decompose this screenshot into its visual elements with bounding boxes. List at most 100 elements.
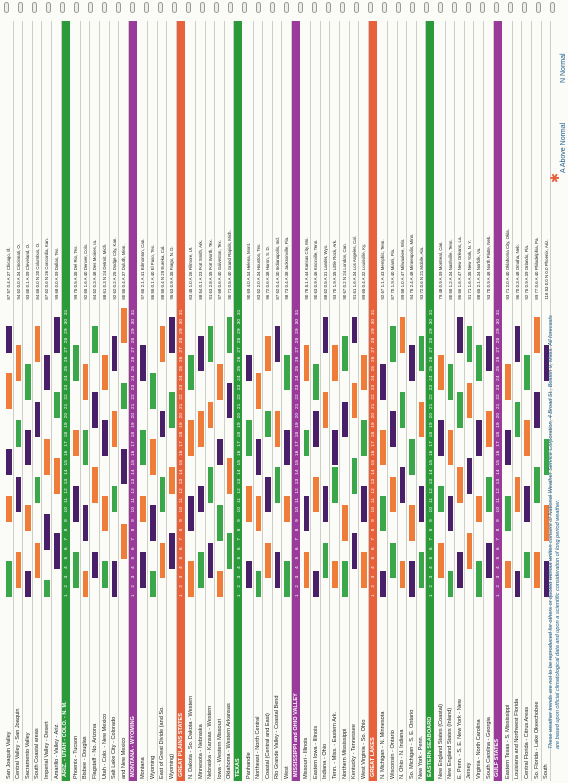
day-number: 24 [370, 375, 376, 381]
forecast-bar [274, 411, 281, 447]
forecast-bar [207, 542, 214, 579]
day-number: 20 [130, 412, 136, 419]
forecast-bar [303, 345, 310, 381]
day-number: 13 [178, 478, 184, 485]
day-number: 5 [130, 556, 136, 560]
forecast-bar [246, 354, 252, 381]
forecast-bar [284, 429, 290, 466]
day-number: 22 [178, 394, 184, 400]
forecast-bar [102, 354, 108, 391]
day-number: 31 [495, 309, 501, 315]
forecast-bar [284, 354, 290, 391]
day-number: 14 [63, 469, 69, 475]
day-number: 11 [130, 497, 136, 503]
forecast-bar [226, 458, 233, 494]
spiral-ring [172, 2, 177, 13]
day-number: 30 [495, 318, 501, 325]
stats-cell: 90 67 0.2 N 24 London, Can. [342, 243, 347, 300]
forecast-bar [159, 476, 166, 513]
day-number: 26 [63, 356, 69, 362]
day-number: 27 [495, 347, 501, 353]
day-number: 21 [63, 403, 69, 409]
day-number: 7 [370, 537, 376, 541]
row-label: So. Michigan - S. E. Ontario [408, 709, 415, 779]
forecast-bar [274, 552, 281, 588]
row-label: Oklahoma - Western Arkansas [226, 703, 233, 779]
row-divider [22, 21, 24, 781]
stats-cell: 91 61 1.6 A 34 Los Angeles, Cal. [351, 236, 357, 300]
spiral-ring [438, 2, 443, 13]
forecast-bar [351, 317, 358, 344]
row-label: Phoenix - Tucson [72, 735, 79, 779]
day-number: 19 [370, 422, 376, 428]
spiral-ring [32, 2, 37, 13]
spiral-ring [228, 2, 233, 13]
forecast-bar [111, 411, 118, 447]
spiral-ring [116, 2, 121, 13]
row-label: Northeast - North Central [255, 716, 262, 780]
forecast-bar [342, 335, 348, 372]
row-divider [271, 21, 273, 781]
forecast-bar [476, 345, 482, 381]
row-divider [147, 21, 148, 781]
row-label: Nebraska - Kansas - Western [207, 705, 214, 779]
forecast-bar [207, 326, 214, 362]
day-number: 24 [427, 375, 433, 381]
row-label: New York - Penn. [418, 735, 425, 779]
stats-cell: 90 69 4.0 A 34 Helena, Mont. [246, 242, 251, 300]
forecast-bar [351, 533, 358, 569]
day-number: 30 [427, 318, 433, 325]
forecast-bar [6, 495, 12, 522]
forecast-bar [54, 392, 60, 419]
row-divider [406, 21, 408, 781]
forecast-bar [25, 364, 31, 400]
stats-cell: 91 63 2.8 A 35 Fort Worth, Tex. [207, 239, 213, 300]
row-label: Wyoming) [168, 753, 175, 779]
spiral-ring [242, 2, 247, 13]
day-number: 28 [495, 337, 501, 344]
forecast-bar [332, 467, 338, 503]
day-number: 25 [235, 365, 241, 372]
forecast-bar [524, 552, 530, 579]
row-label: New England States (Inland) [447, 707, 454, 779]
legend-above: A Above Normal [560, 122, 567, 173]
forecast-bar [399, 317, 406, 353]
forecast-bar [457, 552, 463, 588]
forecast-bar [399, 561, 406, 588]
forecast-bar [15, 420, 22, 447]
day-number: 5 [495, 556, 501, 560]
row-label: South Coastal areas [34, 728, 41, 779]
day-number: 7 [235, 537, 241, 541]
forecast-bar [159, 411, 166, 438]
day-number: 4 [130, 566, 136, 569]
day-number: 30 [293, 318, 299, 325]
day-number: 13 [495, 478, 501, 485]
day-number: 14 [293, 469, 299, 475]
day-number: 29 [63, 328, 69, 334]
forecast-bar [6, 561, 12, 597]
forecast-bar [188, 354, 194, 391]
stats-cell: 97 68 0.6 A 40 Galveston, Tex. [217, 240, 223, 300]
forecast-bar [255, 495, 262, 532]
forecast-bar [217, 364, 223, 400]
spiral-ring [550, 2, 555, 13]
forecast-bar [476, 561, 482, 597]
forecast-bar [15, 476, 22, 513]
day-number: 3 [495, 575, 501, 579]
day-number: 22 [63, 394, 69, 400]
day-number: 6 [178, 547, 184, 550]
day-number: 14 [370, 469, 376, 475]
row-divider [511, 21, 513, 781]
day-number: 8 [370, 528, 376, 532]
spiral-ring [144, 2, 149, 13]
forecast-bar [121, 523, 127, 560]
forecast-bar [524, 354, 530, 391]
row-label: Wyoming [149, 755, 156, 779]
forecast-bar [111, 561, 118, 597]
forecast-bar [102, 495, 108, 532]
row-label: Rio Grande Valley - Coastal Bend [274, 695, 281, 779]
forecast-bar [505, 495, 511, 532]
forecast-bar [82, 364, 89, 400]
day-number: 1 [370, 594, 376, 597]
row-divider [463, 21, 465, 781]
